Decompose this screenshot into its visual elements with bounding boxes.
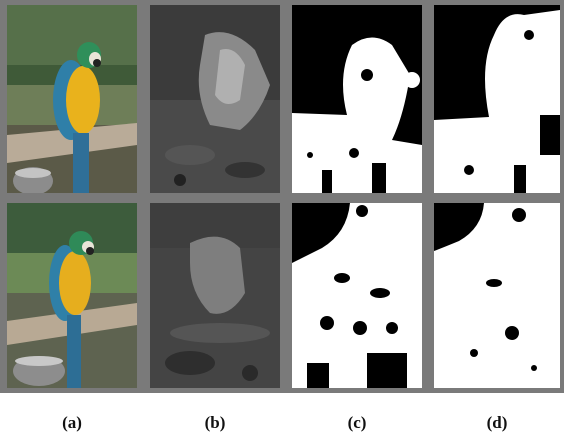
image-region xyxy=(531,365,537,371)
panel-a-bottom xyxy=(7,203,137,388)
image-region xyxy=(93,59,101,67)
caption: (b) xyxy=(205,413,226,432)
panel-d-bottom xyxy=(434,203,560,388)
caption: (c) xyxy=(348,413,367,432)
panel-b-top xyxy=(150,5,280,193)
image-region xyxy=(15,356,63,366)
image-region xyxy=(15,168,51,178)
caption: (a) xyxy=(62,413,82,432)
image-region xyxy=(225,162,265,178)
image-region xyxy=(67,315,81,388)
image-region xyxy=(307,152,313,158)
image-region xyxy=(367,353,407,388)
image-region xyxy=(165,351,215,375)
image-region xyxy=(174,174,186,186)
figure: (a) (b) (c) (d) xyxy=(0,0,564,441)
image-region xyxy=(59,251,91,315)
image-region xyxy=(464,165,474,175)
caption: (d) xyxy=(487,413,508,432)
image-region xyxy=(370,288,390,298)
image-region xyxy=(349,148,359,158)
image-region xyxy=(353,321,367,335)
image-region xyxy=(514,165,526,193)
image-region xyxy=(66,66,100,134)
image-region xyxy=(356,205,368,217)
panel-c-top xyxy=(292,5,422,193)
image-region xyxy=(307,363,329,388)
image-region xyxy=(505,326,519,340)
image-region xyxy=(165,145,215,165)
image-region xyxy=(386,322,398,334)
panel-b-bottom xyxy=(150,203,280,388)
panel-d-top xyxy=(434,5,560,193)
panel-c-bottom xyxy=(292,203,422,388)
image-region xyxy=(242,365,258,381)
image-region xyxy=(322,170,332,193)
image-region xyxy=(404,72,420,88)
image-region xyxy=(470,349,478,357)
image-region xyxy=(540,115,560,155)
image-region xyxy=(334,273,350,283)
image-region xyxy=(7,5,137,65)
image-region xyxy=(512,208,526,222)
image-region xyxy=(372,163,386,193)
image-region xyxy=(73,133,89,193)
image-region xyxy=(486,279,502,287)
image-region xyxy=(361,69,373,81)
image-region xyxy=(524,30,534,40)
image-region xyxy=(320,316,334,330)
panel-a-top xyxy=(7,5,137,195)
image-region xyxy=(170,323,270,343)
image-region xyxy=(86,247,94,255)
